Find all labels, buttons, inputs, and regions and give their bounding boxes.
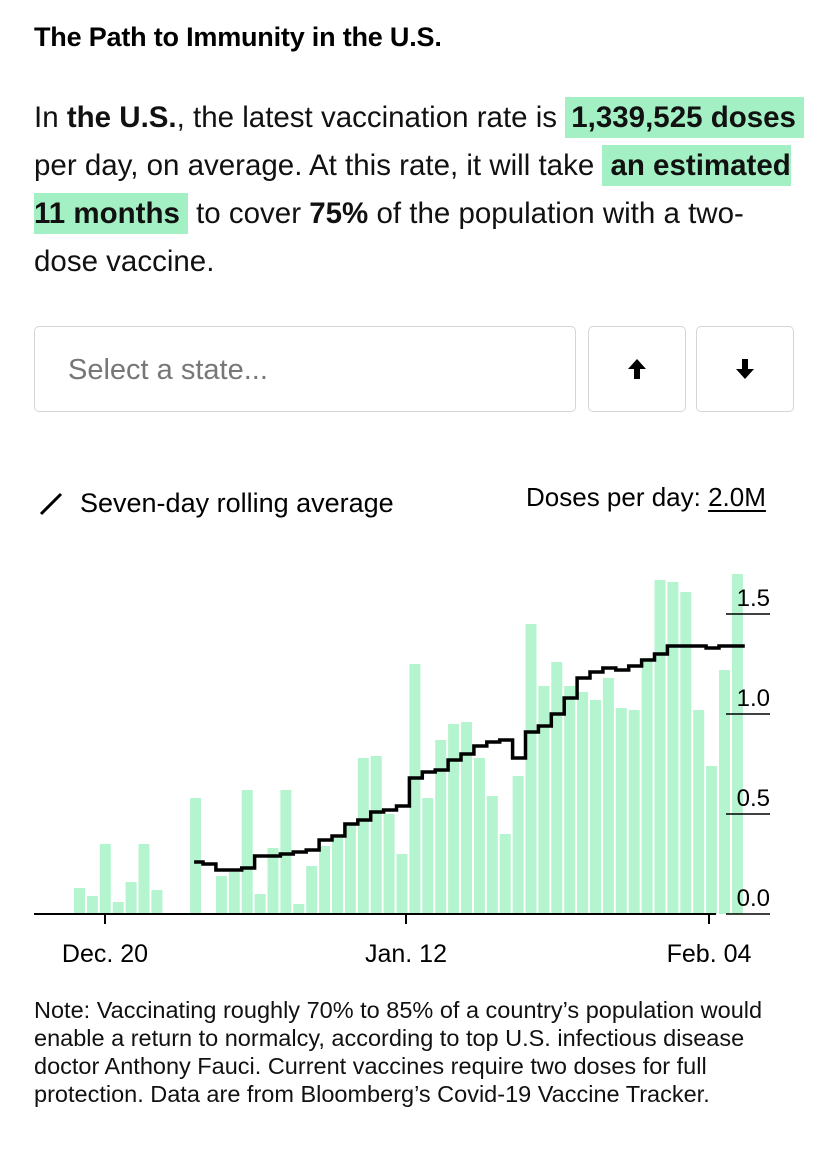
legend-label: Seven-day rolling average — [80, 488, 394, 518]
vaccination-rate-highlight: 1,339,525 doses — [565, 97, 804, 138]
bar — [357, 758, 369, 914]
bar — [125, 882, 137, 914]
y-tick-label: 1.5 — [737, 585, 770, 612]
bar — [693, 710, 705, 914]
bar — [706, 766, 718, 914]
summary-text-1: , the latest vaccination rate is — [176, 101, 566, 134]
x-tick-label: Feb. 04 — [667, 940, 752, 968]
doses-chart: 0.0 0.5 1.0 1.5 Dec. 20 Jan. 12 Feb. 04 — [34, 574, 770, 968]
bar — [370, 756, 382, 914]
bar — [332, 838, 343, 914]
bar — [422, 798, 434, 914]
bar — [628, 710, 640, 914]
bar — [344, 824, 356, 914]
bar — [641, 658, 653, 914]
bar — [680, 592, 692, 914]
scale-indicator: Doses per day: 2.0M — [526, 482, 766, 513]
bar — [306, 866, 318, 914]
bar — [86, 896, 98, 914]
summary-text-2: per day, on average. At this rate, it wi… — [34, 149, 603, 182]
bar — [138, 844, 150, 914]
bar-series — [74, 574, 743, 914]
bar — [435, 740, 447, 914]
arrow-down-icon — [736, 359, 754, 379]
bar — [254, 894, 266, 914]
chart-title: The Path to Immunity in the U.S. — [34, 22, 442, 52]
bar — [473, 758, 485, 914]
next-state-button[interactable] — [696, 326, 794, 412]
bar — [512, 776, 524, 914]
bar — [293, 904, 305, 914]
bar — [151, 890, 163, 914]
bar — [551, 662, 563, 914]
bar — [396, 854, 408, 914]
state-select-placeholder: Select a state... — [68, 354, 268, 386]
bar — [280, 790, 292, 914]
bar — [215, 876, 227, 914]
bar — [383, 814, 395, 914]
bar — [228, 872, 240, 914]
bar — [602, 678, 614, 914]
y-tick-label: 1.0 — [737, 685, 770, 712]
scale-label: Doses per day: — [526, 482, 709, 512]
bar — [448, 724, 460, 914]
bar — [267, 848, 279, 914]
line-legend-icon — [39, 492, 63, 515]
bar — [112, 902, 124, 914]
bar — [615, 708, 627, 914]
x-tick-label: Dec. 20 — [62, 940, 148, 968]
bar — [564, 686, 576, 914]
bar — [590, 700, 601, 914]
bar — [719, 670, 730, 914]
y-tick-label: 0.0 — [737, 885, 770, 912]
bar — [499, 834, 511, 914]
state-select-input[interactable]: Select a state... — [34, 326, 576, 412]
bar — [486, 796, 498, 914]
bar — [538, 686, 550, 914]
summary-text-3: to cover — [187, 197, 310, 230]
x-axis: Dec. 20 Jan. 12 Feb. 04 — [34, 913, 752, 968]
bar — [461, 722, 472, 914]
bar — [577, 692, 589, 914]
previous-state-button[interactable] — [588, 326, 686, 412]
summary-region: the U.S. — [66, 101, 177, 134]
rolling-average-line — [194, 644, 745, 872]
coverage-percent: 75% — [309, 197, 369, 230]
bar — [409, 664, 421, 914]
summary-text-4: of the population with a two-dose vaccin… — [34, 197, 744, 278]
chart-note: Note: Vaccinating roughly 70% to 85% of … — [34, 997, 763, 1107]
bar — [74, 888, 85, 914]
bar — [525, 624, 537, 914]
scale-value: 2.0M — [708, 482, 766, 512]
summary-in: In — [34, 101, 67, 134]
summary-text: In the U.S., the latest vaccination rate… — [34, 94, 804, 286]
bar — [319, 846, 331, 914]
bar — [99, 844, 111, 914]
y-tick-label: 0.5 — [737, 785, 770, 812]
bar — [654, 580, 666, 914]
x-tick-label: Jan. 12 — [365, 940, 447, 968]
bar — [241, 790, 253, 914]
rolling-average-series — [194, 644, 745, 872]
y-axis: 0.0 0.5 1.0 1.5 — [726, 585, 770, 915]
bar — [731, 574, 743, 914]
bar — [667, 582, 679, 914]
arrow-up-icon — [628, 359, 646, 379]
bar — [190, 798, 202, 914]
chart-legend: Seven-day rolling average — [38, 488, 394, 519]
